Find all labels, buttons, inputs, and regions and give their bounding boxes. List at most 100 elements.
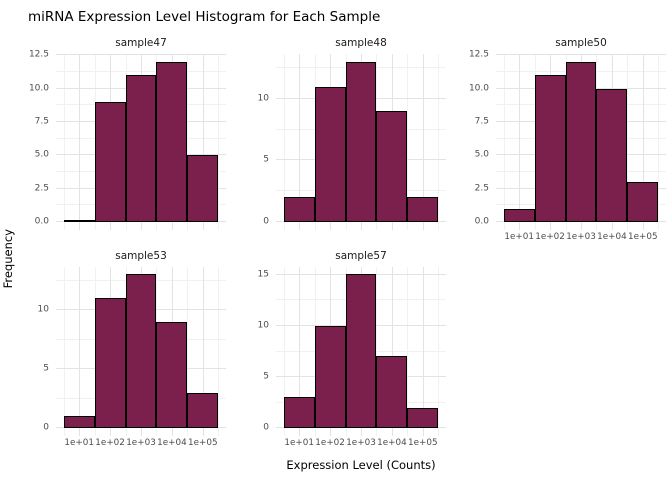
y-axis: 0 5 10 15 (236, 267, 276, 436)
x-tick-label: 1e+02 (95, 438, 125, 448)
y-tick-label: 10 (257, 93, 269, 104)
y-tick-label: 0.0 (474, 216, 489, 227)
y-axis: 0 5 10 (16, 267, 56, 436)
y-tick-label: 7.5 (474, 116, 489, 127)
facet-sample57: sample57 0 5 10 15 1e+01 1e+02 1e+03 1e+04 1e+05 (236, 247, 446, 453)
histogram-bar (156, 62, 188, 222)
minor-gridline-v (283, 54, 285, 230)
minor-gridline-v (407, 54, 409, 230)
plot-title: miRNA Expression Level Histogram for Eac… (28, 9, 381, 25)
y-tick-label: 15 (257, 269, 269, 280)
x-axis: 1e+01 1e+02 1e+03 1e+04 1e+05 (56, 436, 226, 453)
facet-body: 0 5 10 (236, 54, 446, 230)
minor-gridline-v (627, 54, 629, 230)
x-tick-label: 1e+02 (535, 232, 565, 242)
major-gridline-v (642, 54, 644, 230)
histogram-bar (376, 356, 408, 429)
x-tick-label: 1e+03 (126, 438, 156, 448)
histogram-bar (345, 62, 377, 222)
histogram-bar (283, 397, 315, 429)
x-tick-label: 1e+01 (504, 232, 534, 242)
histogram-bar (125, 274, 157, 429)
y-axis-title-column: Frequency (0, 34, 16, 453)
x-tick-label: 1e+05 (188, 438, 218, 448)
histogram-bar (63, 220, 95, 222)
x-axis: 1e+01 1e+02 1e+03 1e+04 1e+05 (496, 230, 666, 247)
facet-panel (496, 54, 666, 230)
histogram-bar (407, 408, 439, 429)
x-tick-label: 1e+01 (64, 438, 94, 448)
y-tick-label: 2.5 (474, 183, 489, 194)
histogram-bar (94, 102, 126, 222)
facet-body: 0.0 2.5 5.0 7.5 10.0 12.5 (16, 49, 226, 230)
facet-panel (276, 267, 446, 436)
y-tick-label: 5.0 (474, 149, 489, 160)
facet-body: 0 5 10 (16, 267, 226, 436)
histogram-bar (345, 274, 377, 429)
y-tick-label: 0 (263, 422, 269, 433)
minor-gridline-v (218, 267, 220, 436)
y-tick-label: 12.5 (28, 49, 49, 60)
y-axis: 0 5 10 (236, 54, 276, 230)
x-axis: 1e+01 1e+02 1e+03 1e+04 1e+05 (276, 436, 446, 453)
minor-gridline-v (218, 54, 220, 230)
y-tick-label: 5 (263, 371, 269, 382)
y-tick-label: 10 (37, 304, 49, 315)
histogram-bar (503, 209, 535, 222)
minor-gridline-v (503, 54, 505, 230)
histogram-bar (534, 75, 566, 222)
x-tick-label: 1e+03 (566, 232, 596, 242)
facet-title: sample48 (335, 37, 387, 49)
y-tick-label: 10.0 (468, 83, 489, 94)
major-gridline-v (391, 267, 393, 436)
histogram-bar (565, 62, 597, 222)
major-gridline-v (422, 54, 424, 230)
major-gridline-v (299, 267, 301, 436)
major-gridline-v (422, 267, 424, 436)
major-gridline-v (202, 267, 204, 436)
facet-panel (276, 54, 446, 230)
histogram-bar (407, 197, 439, 222)
y-tick-label: 5 (43, 363, 49, 374)
x-tick-label: 1e+04 (597, 232, 627, 242)
y-tick-label: 5 (263, 154, 269, 165)
histogram-bar (125, 75, 157, 222)
y-tick-label: 0 (43, 422, 49, 433)
minor-gridline-v (438, 54, 440, 230)
x-tick-label: 1e+04 (377, 438, 407, 448)
y-tick-label: 12.5 (468, 49, 489, 60)
facet-panel (56, 267, 226, 436)
x-tick-label: 1e+05 (628, 232, 658, 242)
minor-gridline-v (658, 54, 660, 230)
histogram-bar (94, 298, 126, 429)
x-tick-label: 1e+05 (408, 438, 438, 448)
major-gridline-v (202, 54, 204, 230)
x-tick-label: 1e+03 (346, 438, 376, 448)
y-tick-label: 0 (263, 216, 269, 227)
facet-sample48: sample48 0 5 10 (236, 34, 446, 247)
facet-title: sample50 (555, 37, 607, 49)
plot-body: Frequency sample47 0.0 2.5 5.0 7.5 10.0 12.5 sa… (0, 34, 672, 453)
x-axis (56, 230, 226, 247)
x-axis (276, 230, 446, 247)
facet-body: 0.0 2.5 5.0 7.5 10.0 12.5 (456, 49, 666, 230)
y-axis: 0.0 2.5 5.0 7.5 10.0 12.5 (456, 49, 496, 230)
major-gridline-v (299, 54, 301, 230)
major-gridline-v (519, 54, 521, 230)
major-gridline-v (79, 267, 81, 436)
histogram-bar (156, 322, 188, 429)
minor-gridline-v (376, 267, 378, 436)
y-tick-label: 10.0 (28, 83, 49, 94)
y-tick-label: 2.5 (34, 183, 49, 194)
y-tick-label: 5.0 (34, 149, 49, 160)
histogram-bar (376, 111, 408, 222)
y-tick-label: 0.0 (34, 216, 49, 227)
histogram-bar (314, 87, 346, 222)
y-tick-label: 10 (257, 320, 269, 331)
x-axis-title: Expression Level (Counts) (286, 458, 436, 472)
minor-gridline-v (63, 54, 65, 230)
x-tick-label: 1e+01 (284, 438, 314, 448)
facet-grid: sample47 0.0 2.5 5.0 7.5 10.0 12.5 sample48 0 5 10… (16, 34, 666, 453)
y-tick-label: 7.5 (34, 116, 49, 127)
